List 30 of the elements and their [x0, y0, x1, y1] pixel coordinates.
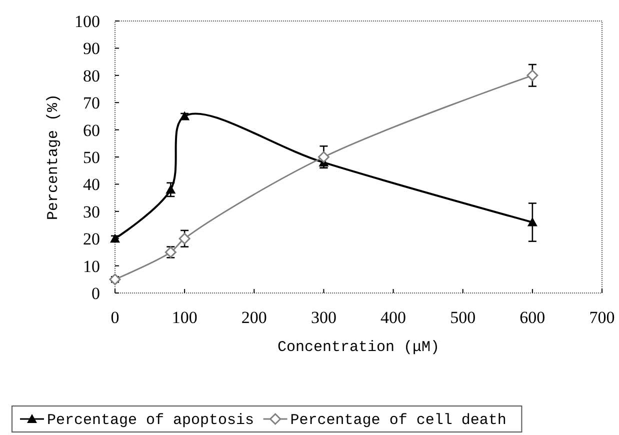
y-tick-label: 90 — [83, 39, 100, 58]
y-tick-label: 80 — [83, 66, 100, 86]
x-tick-label: 700 — [589, 308, 615, 327]
point — [109, 274, 121, 286]
y-tick-label: 30 — [83, 202, 100, 222]
point — [110, 234, 120, 243]
y-tick-label: 50 — [83, 148, 100, 167]
legend-label: Percentage of apoptosis — [47, 412, 254, 429]
point — [526, 70, 538, 82]
y-tick-label: 40 — [83, 175, 100, 194]
y-tick-label: 0 — [92, 284, 100, 303]
y-tick-label: 10 — [83, 256, 100, 276]
x-tick-label: 300 — [310, 308, 336, 327]
y-tick-label: 70 — [83, 94, 100, 113]
x-tick-label: 500 — [450, 308, 476, 327]
y-tick-label: 100 — [74, 12, 100, 31]
x-tick-label: 100 — [172, 308, 198, 327]
legend-label: Percentage of cell death — [290, 412, 506, 429]
point — [166, 184, 176, 194]
x-tick-label: 0 — [110, 308, 120, 327]
point — [318, 151, 330, 163]
y-tick-label: 60 — [83, 120, 100, 140]
y-tick-label: 20 — [83, 230, 100, 249]
x-axis-title: Concentration (μM) — [277, 339, 440, 356]
point — [527, 217, 538, 226]
point — [178, 232, 190, 244]
x-tick-label: 400 — [380, 308, 406, 327]
y-axis-title: Percentage (%) — [45, 94, 62, 220]
x-tick-label: 200 — [241, 308, 267, 327]
x-tick-label: 600 — [520, 308, 546, 327]
